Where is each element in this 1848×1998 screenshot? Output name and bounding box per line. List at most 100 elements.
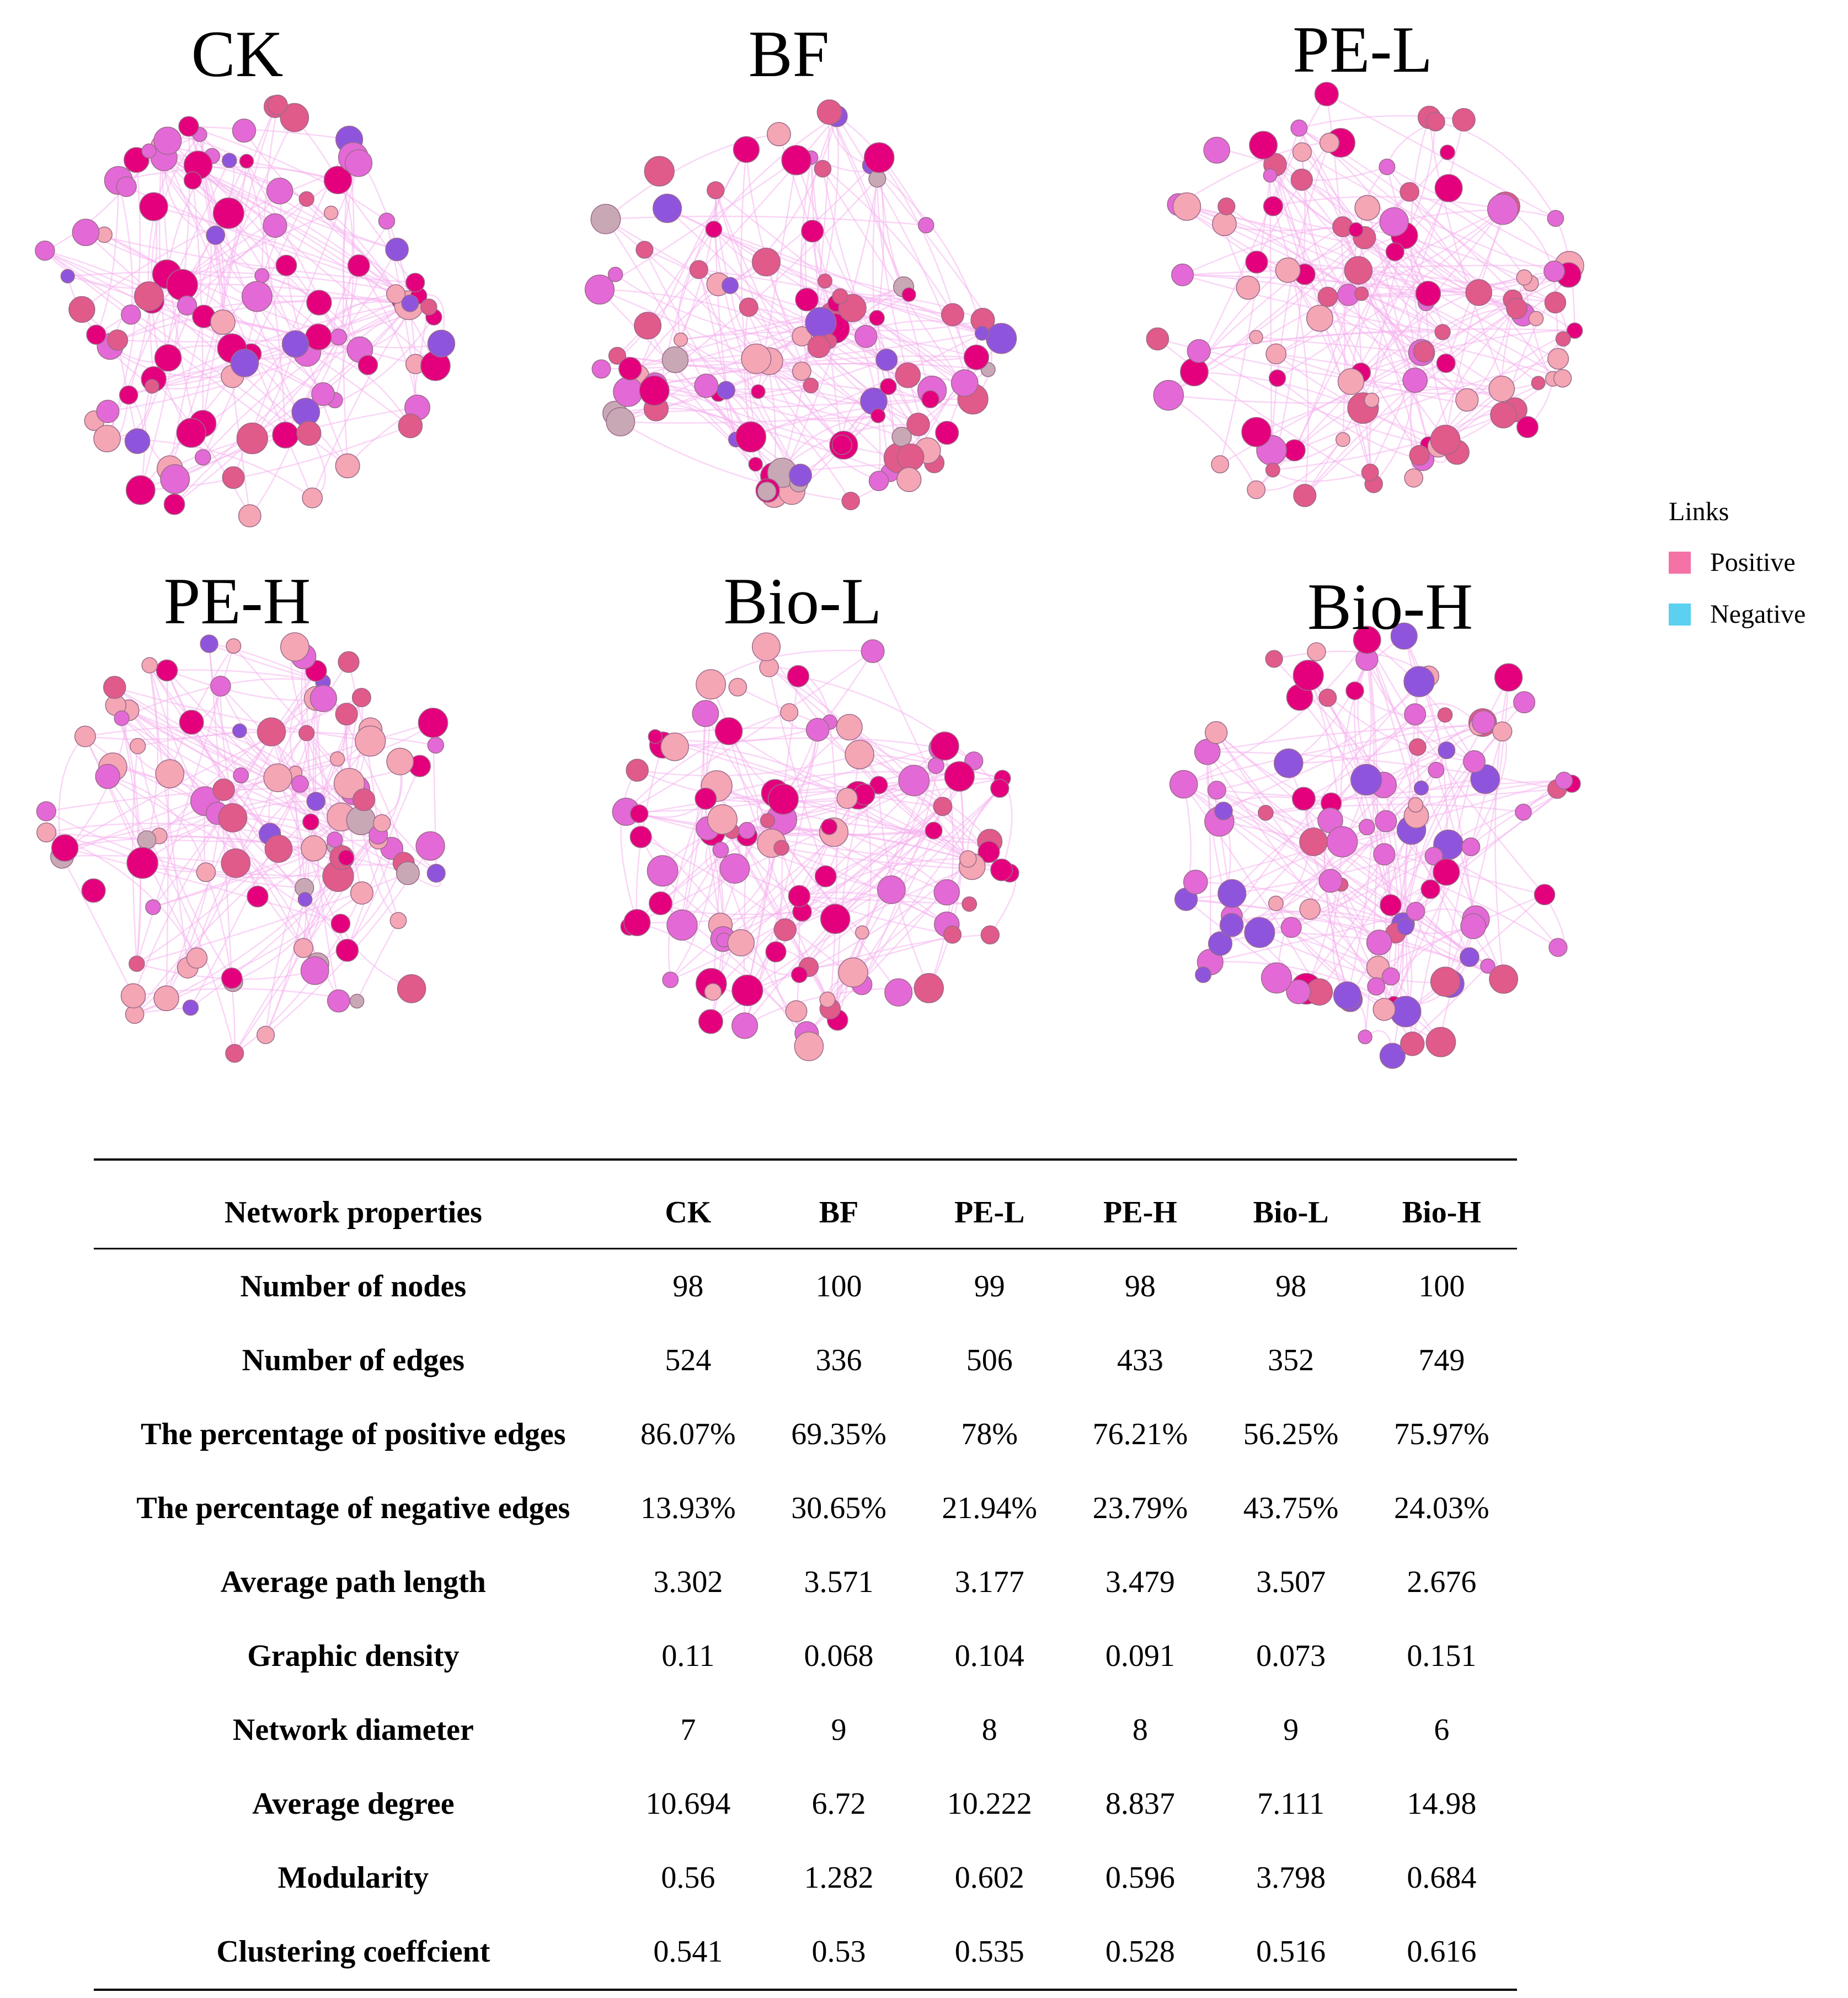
network-node	[1415, 281, 1441, 307]
network-node	[386, 284, 406, 304]
network-edge	[768, 667, 826, 877]
network-title-bio-h: Bio-H	[1307, 570, 1473, 643]
network-node	[263, 763, 292, 793]
network-edge	[640, 836, 721, 926]
network-edge	[798, 675, 880, 786]
network-node	[1543, 260, 1565, 282]
network-edge	[1505, 206, 1556, 303]
table-row: Clustering coeffcient 0.541 0.53 0.535 0.528…	[94, 1915, 1517, 1991]
column-header: PE-L	[914, 1158, 1065, 1249]
network-node	[943, 925, 962, 944]
network-edge	[1272, 152, 1306, 471]
network-node	[974, 325, 990, 341]
network-node	[345, 149, 373, 177]
network-node	[263, 213, 287, 238]
network-node	[153, 985, 179, 1012]
network-node	[257, 1025, 275, 1044]
network-node	[870, 408, 886, 424]
network-edge	[1259, 932, 1446, 984]
network-node	[1385, 242, 1404, 261]
property-value: 6.72	[811, 1787, 866, 1821]
network-edge	[728, 730, 848, 799]
network-edge	[222, 322, 360, 355]
network-node	[1212, 211, 1237, 237]
property-value: 100	[815, 1269, 862, 1303]
network-title-bf: BF	[748, 17, 830, 90]
network-node	[854, 325, 878, 348]
network-node	[1183, 869, 1208, 895]
property-value: 9	[1283, 1713, 1299, 1747]
network-edge	[235, 758, 338, 864]
network-node	[349, 993, 365, 1009]
network-node	[1425, 111, 1445, 132]
network-node	[788, 885, 810, 907]
network-node	[1354, 195, 1381, 221]
network-edge	[1263, 145, 1416, 381]
network-node	[1547, 210, 1564, 227]
network-node	[698, 1009, 723, 1034]
property-value: 0.541	[612, 1915, 763, 1991]
network-node	[1319, 132, 1340, 153]
property-name: Average degree	[252, 1787, 455, 1821]
network-node	[1400, 1031, 1425, 1056]
network-node	[221, 967, 243, 989]
network-node	[780, 703, 799, 722]
network-edge	[234, 834, 379, 1054]
property-value: 7	[680, 1713, 696, 1747]
network-edge	[199, 133, 397, 250]
network-edge	[356, 920, 399, 1002]
network-node	[787, 665, 810, 687]
network-edge	[1183, 639, 1368, 785]
property-value: 506	[966, 1343, 1013, 1377]
network-edge	[1168, 394, 1257, 490]
network-node	[1408, 738, 1427, 756]
property-value: 14.98	[1407, 1787, 1477, 1821]
property-value: 76.21%	[1092, 1417, 1188, 1451]
network-node	[841, 492, 860, 510]
network-node	[194, 449, 211, 466]
network-node	[1345, 681, 1364, 700]
network-node	[141, 143, 157, 159]
network-node	[129, 955, 145, 972]
network-node	[236, 423, 268, 455]
network-node	[781, 145, 812, 175]
network-node	[751, 384, 766, 399]
network-edge	[654, 389, 801, 476]
network-node	[178, 116, 199, 137]
network-node	[914, 973, 944, 1003]
network-node	[272, 421, 299, 448]
network-edge	[703, 713, 724, 939]
network-node	[226, 638, 242, 654]
network-edge	[1193, 127, 1300, 372]
network-node	[386, 747, 414, 776]
property-value: 8.837	[1105, 1787, 1175, 1821]
network-node	[941, 303, 964, 327]
network-node	[1463, 750, 1486, 773]
network-node	[306, 290, 332, 316]
network-node	[218, 803, 248, 833]
property-value: 24.03%	[1394, 1491, 1489, 1525]
network-edge	[1404, 761, 1475, 927]
network-node	[156, 659, 178, 682]
network-node	[254, 268, 270, 284]
network-node	[1358, 1029, 1372, 1044]
network-node	[1306, 304, 1333, 332]
network-node	[773, 918, 797, 942]
network-node	[222, 153, 237, 168]
network-node	[836, 714, 863, 741]
network-node	[623, 909, 651, 937]
network-edge	[680, 190, 717, 340]
network-node	[300, 956, 329, 985]
property-value: 78%	[961, 1417, 1018, 1451]
network-node	[1249, 330, 1263, 344]
network-node	[819, 991, 836, 1008]
network-node	[311, 382, 335, 406]
network-edge	[61, 856, 134, 996]
network-node	[210, 309, 236, 335]
network-node	[1452, 108, 1476, 132]
table-row: Modularity 0.56 1.282 0.602 0.596 3.798 0.684	[94, 1841, 1517, 1915]
network-edge	[1297, 830, 1412, 992]
network-node	[355, 725, 386, 757]
network-node	[751, 632, 781, 661]
network-edge	[165, 670, 169, 998]
